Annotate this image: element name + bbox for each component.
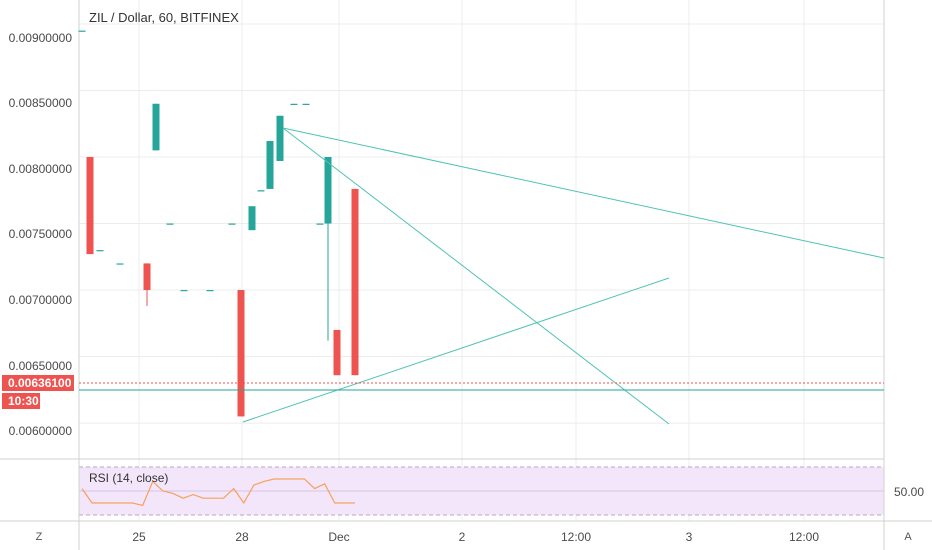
zoom-button-bg[interactable]	[28, 527, 50, 545]
price-tick: 0.00900000	[9, 31, 73, 45]
trendline-ascending[interactable]	[242, 277, 670, 423]
candle-up	[206, 290, 214, 292]
time-tick: 12:00	[561, 530, 591, 544]
candle-up	[266, 141, 274, 189]
last-price-label: 0.00636100	[8, 376, 72, 390]
rsi-title: RSI (14, close)	[89, 471, 168, 485]
time-tick: 25	[132, 530, 146, 544]
candle-up	[248, 206, 256, 231]
rsi-levels	[79, 466, 884, 516]
trendline-descending-steep[interactable]	[282, 127, 670, 425]
candle-up	[78, 30, 86, 32]
candle-down	[333, 329, 341, 376]
candle-up	[152, 103, 160, 151]
countdown-label: 10:30	[8, 394, 39, 408]
candle-up	[290, 103, 298, 105]
price-tick: 0.00750000	[9, 227, 73, 241]
grid	[79, 0, 884, 521]
last-price-tag	[2, 375, 74, 391]
candle-up	[324, 156, 332, 224]
candle-up	[180, 290, 188, 292]
price-tick: 0.00700000	[9, 293, 73, 307]
time-tick: 3	[686, 530, 693, 544]
candle-up	[316, 223, 324, 225]
rsi-level-label: 50.00	[894, 485, 924, 499]
candle-up	[302, 103, 310, 105]
trendlines[interactable]	[242, 127, 885, 425]
candle-up	[116, 263, 124, 265]
candle-down	[143, 263, 151, 291]
candle-up	[96, 250, 104, 252]
zoom-button[interactable]: Z	[28, 527, 50, 545]
time-tick: 2	[459, 530, 466, 544]
zoom-button-label[interactable]: Z	[36, 531, 43, 543]
price-tick: 0.00600000	[9, 424, 73, 438]
time-tick: 28	[235, 530, 249, 544]
candle-up	[228, 223, 236, 225]
auto-scale-button-bg[interactable]	[897, 527, 919, 545]
countdown-tag	[2, 393, 40, 409]
candle-down	[351, 188, 359, 376]
auto-scale-button-label[interactable]: A	[904, 531, 912, 543]
candle-down	[237, 290, 245, 417]
price-tick: 0.00800000	[9, 162, 73, 176]
price-tick: 0.00850000	[9, 96, 73, 110]
candles	[78, 30, 359, 417]
candle-up	[276, 115, 284, 161]
trendline-descending-long[interactable]	[282, 127, 885, 259]
time-tick: Dec	[328, 530, 349, 544]
time-tick: 12:00	[789, 530, 819, 544]
rsi-line	[81, 478, 355, 507]
candle-down	[86, 156, 94, 255]
price-tick: 0.00650000	[9, 359, 73, 373]
price-axis[interactable]: 0.00900000 0.00850000 0.00800000 0.00750…	[9, 31, 73, 438]
time-axis[interactable]: 25 28 Dec 2 12:00 3 12:00	[132, 530, 819, 544]
auto-scale-button[interactable]: A	[897, 527, 919, 545]
chart-title: ZIL / Dollar, 60, BITFINEX	[89, 10, 239, 25]
candle-up	[257, 190, 265, 192]
candle-up	[166, 223, 174, 225]
